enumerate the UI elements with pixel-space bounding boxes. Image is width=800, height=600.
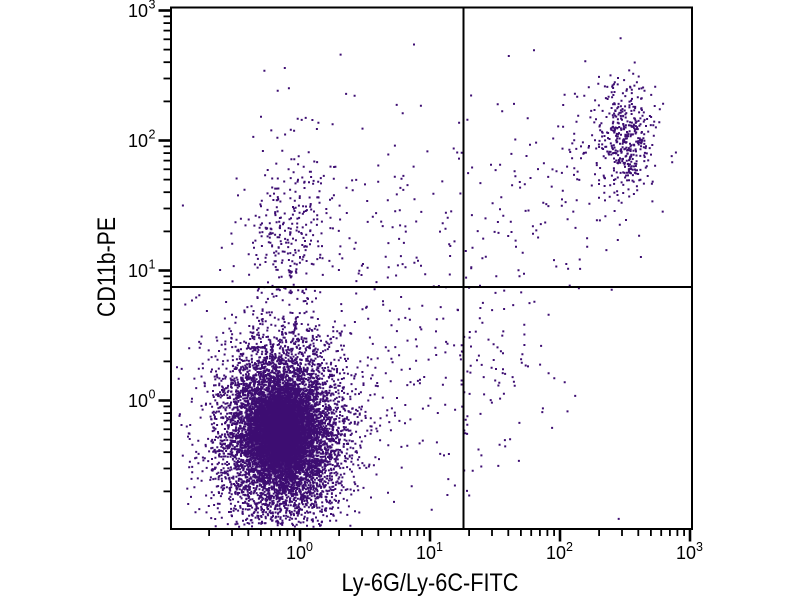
svg-text:10: 10 [128,1,148,21]
svg-text:CD11b-PE: CD11b-PE [93,217,121,317]
svg-text:2: 2 [149,128,156,142]
svg-text:Ly-6G/Ly-6C-FITC: Ly-6G/Ly-6C-FITC [342,569,519,597]
svg-text:0: 0 [149,388,156,402]
svg-text:10: 10 [128,391,148,411]
svg-text:3: 3 [149,0,156,12]
svg-text:10: 10 [128,261,148,281]
svg-text:1: 1 [149,258,156,272]
svg-text:10: 10 [128,131,148,151]
